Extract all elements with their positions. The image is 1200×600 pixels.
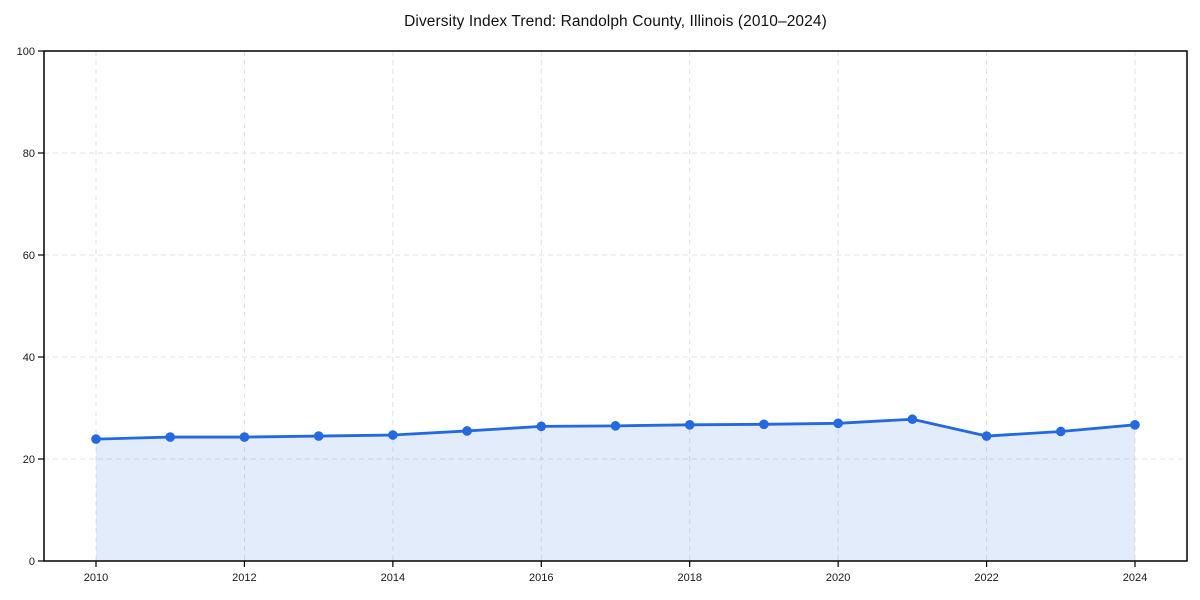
y-tick-label: 20 [23,454,35,466]
data-point [1130,420,1140,430]
x-tick-label: 2012 [232,572,256,584]
plot-border [43,50,1188,562]
data-point [313,431,324,441]
data-point [610,421,621,431]
data-point [759,419,769,430]
y-tick-label: 60 [23,250,35,262]
y-tick-label: 40 [23,352,35,364]
x-tick-label: 2010 [84,572,108,584]
data-point [462,426,472,436]
data-point [684,420,695,430]
data-point [1055,426,1066,437]
data-point [239,432,250,442]
x-tick-label: 2016 [529,572,553,584]
chart-title: Diversity Index Trend: Randolph County, … [404,13,827,30]
data-point [833,418,843,429]
x-tick-label: 2014 [381,572,405,584]
area-fill [96,419,1135,561]
data-point [536,421,547,432]
data-point [165,432,176,442]
y-tick-label: 0 [29,556,35,568]
x-tick-label: 2020 [826,572,850,584]
data-point [981,431,992,441]
data-point [388,430,398,440]
x-tick-label: 2024 [1123,572,1147,584]
x-tick-label: 2018 [677,572,701,584]
y-tick-label: 100 [17,46,35,58]
data-point [91,434,101,444]
y-tick-label: 80 [23,148,35,160]
x-tick-label: 2022 [974,572,998,584]
data-point [907,414,918,425]
